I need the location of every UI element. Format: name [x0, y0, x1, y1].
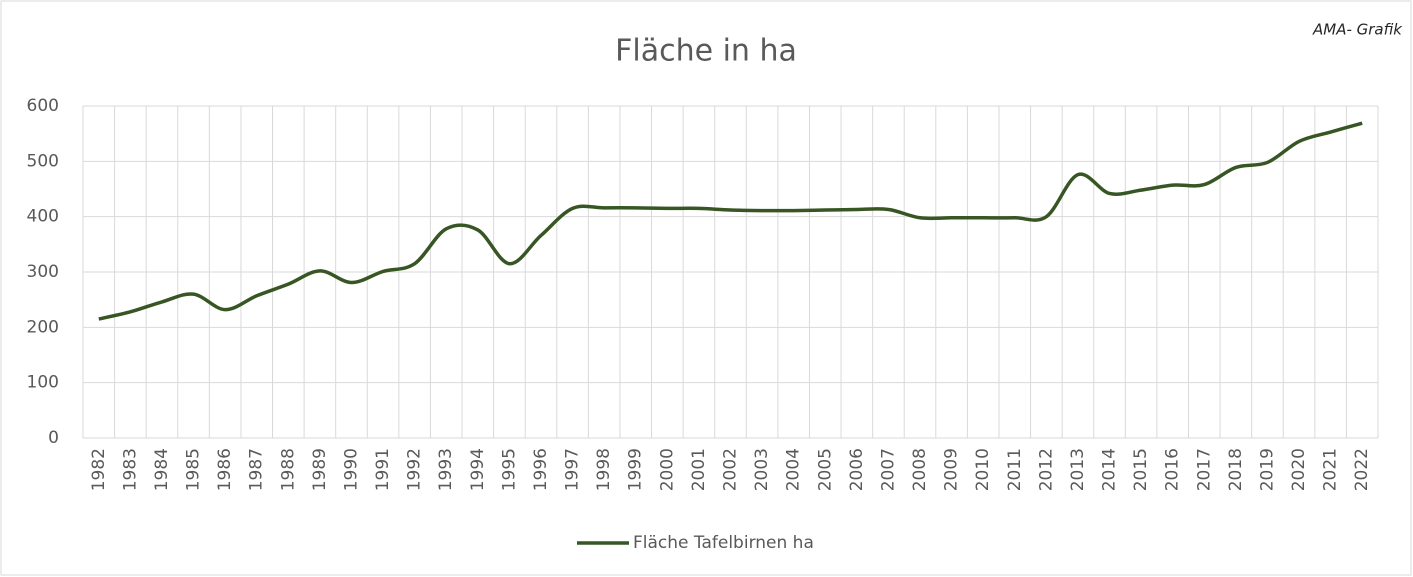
x-tick-label: 2014: [1100, 448, 1120, 491]
x-tick-label: 1991: [373, 448, 393, 491]
x-tick-label: 1993: [436, 448, 456, 491]
x-tick-label: 1999: [626, 448, 646, 491]
x-tick-label: 2004: [784, 448, 804, 491]
x-tick-label: 1987: [247, 448, 267, 491]
x-tick-label: 1995: [499, 448, 519, 491]
y-tick-label: 100: [27, 373, 59, 393]
x-tick-label: 2018: [1226, 448, 1246, 491]
x-tick-label: 1983: [120, 448, 140, 491]
x-tick-label: 2013: [1068, 448, 1088, 491]
x-tick-label: 1986: [215, 448, 235, 491]
x-tick-label: 2001: [689, 448, 709, 491]
y-tick-label: 0: [48, 428, 59, 448]
x-tick-label: 1996: [531, 448, 551, 491]
line-series: [98, 121, 1363, 321]
x-tick-label: 1994: [468, 448, 488, 491]
y-tick-label: 600: [27, 96, 59, 116]
chart-title: Fläche in ha: [615, 34, 797, 69]
y-tick-label: 300: [27, 262, 59, 282]
x-tick-label: 2010: [973, 448, 993, 491]
x-tick-label: 1982: [89, 448, 109, 491]
x-tick-label: 2005: [815, 448, 835, 491]
x-tick-label: 2008: [910, 448, 930, 491]
y-tick-label: 400: [27, 207, 59, 227]
x-tick-label: 2012: [1036, 448, 1056, 491]
x-tick-label: 1984: [152, 448, 172, 491]
x-tick-label: 1992: [405, 448, 425, 491]
x-tick-label: 2016: [1163, 448, 1183, 491]
annotation: AMA- Grafik: [1312, 21, 1403, 39]
x-tick-label: 2022: [1352, 448, 1372, 491]
x-tick-label: 2017: [1194, 448, 1214, 491]
x-tick-label: 2006: [847, 448, 867, 491]
x-tick-label: 2009: [942, 448, 962, 491]
x-tick-label: 2000: [657, 448, 677, 491]
x-tick-label: 1989: [310, 448, 330, 491]
x-tick-label: 2020: [1289, 448, 1309, 491]
y-tick-label: 200: [27, 317, 59, 337]
y-tick-label: 500: [27, 151, 59, 171]
x-tick-label: 2021: [1321, 448, 1341, 491]
x-tick-label: 2019: [1257, 448, 1277, 491]
x-tick-label: 1988: [278, 448, 298, 491]
legend-label: Fläche Tafelbirnen ha: [633, 533, 814, 553]
x-tick-label: 1990: [341, 448, 361, 491]
x-tick-label: 2002: [721, 448, 741, 491]
x-tick-label: 2011: [1005, 448, 1025, 491]
x-tick-label: 2003: [752, 448, 772, 491]
x-tick-label: 2007: [878, 448, 898, 491]
x-tick-label: 2015: [1131, 448, 1151, 491]
x-tick-label: 1998: [594, 448, 614, 491]
x-tick-label: 1997: [563, 448, 583, 491]
x-tick-label: 1985: [184, 448, 204, 491]
